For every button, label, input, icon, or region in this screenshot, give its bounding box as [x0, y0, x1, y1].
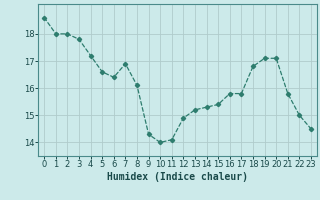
X-axis label: Humidex (Indice chaleur): Humidex (Indice chaleur) — [107, 172, 248, 182]
